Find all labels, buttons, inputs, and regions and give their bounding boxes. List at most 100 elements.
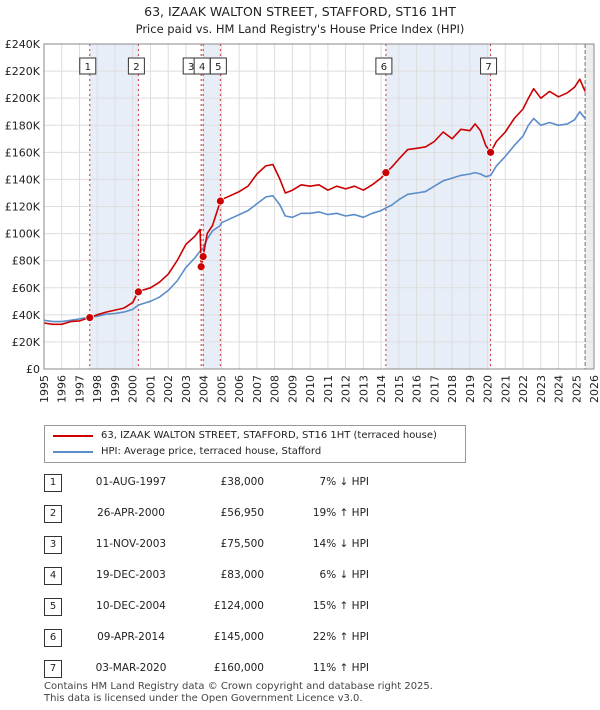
transaction-number: 1 [44, 474, 62, 492]
footer-licence: This data is licensed under the Open Gov… [44, 693, 363, 704]
x-tick-label: 2025 [570, 375, 583, 403]
transaction-label-number: 1 [85, 62, 91, 73]
x-tick-label: 2015 [393, 375, 406, 403]
y-tick-label: £200K [5, 92, 41, 105]
transaction-price: £56,950 [220, 507, 264, 519]
transaction-date: 10-DEC-2004 [96, 600, 166, 612]
x-tick-label: 2009 [286, 375, 299, 403]
transaction-point [196, 262, 206, 272]
transaction-number: 5 [44, 598, 62, 616]
chart-subtitle: Price paid vs. HM Land Registry's House … [135, 22, 465, 36]
x-tick-label: 2013 [357, 375, 370, 403]
plot-frame [43, 43, 595, 370]
x-tick-label: 2018 [446, 375, 459, 403]
y-tick-label: £180K [5, 119, 41, 132]
table-row: 6 09-APR-2014 £145,000 22% ↑ HPI [44, 629, 424, 649]
series-line-hpi [43, 110, 586, 323]
transaction-label-box [209, 57, 227, 75]
y-tick-label: £100K [5, 228, 41, 241]
transaction-hpi-diff: 14% ↓ HPI [312, 538, 369, 550]
y-tick-label: £220K [5, 65, 41, 78]
y-tick-label: £120K [5, 201, 41, 214]
transaction-point [215, 196, 225, 206]
table-row: 7 03-MAR-2020 £160,000 11% ↑ HPI [44, 660, 424, 680]
transaction-date: 11-NOV-2003 [95, 538, 167, 550]
x-tick-label: 2022 [517, 375, 530, 403]
x-tick-label: 2002 [162, 375, 175, 403]
transaction-hpi-diff: 22% ↑ HPI [312, 631, 369, 643]
transaction-label-number: 3 [188, 62, 194, 73]
table-row: 2 26-APR-2000 £56,950 19% ↑ HPI [44, 505, 424, 525]
legend-swatch-hpi [53, 451, 93, 453]
transaction-price: £83,000 [220, 569, 264, 581]
transaction-price: £145,000 [213, 631, 264, 643]
y-tick-label: £240K [5, 38, 41, 51]
y-tick-label: £0 [26, 363, 40, 376]
x-tick-label: 2003 [180, 375, 193, 403]
y-tick-label: £80K [12, 255, 41, 268]
transaction-label-number: 5 [215, 62, 221, 73]
transaction-label-number: 7 [485, 62, 491, 73]
transaction-date: 09-APR-2014 [97, 631, 165, 643]
transaction-date: 19-DEC-2003 [96, 569, 166, 581]
transaction-label-number: 2 [133, 62, 139, 73]
x-tick-label: 1996 [56, 375, 69, 403]
table-row: 3 11-NOV-2003 £75,500 14% ↓ HPI [44, 536, 424, 556]
transaction-hpi-diff: 11% ↑ HPI [312, 662, 369, 674]
table-row: 5 10-DEC-2004 £124,000 15% ↑ HPI [44, 598, 424, 618]
transaction-hpi-diff: 19% ↑ HPI [312, 507, 369, 519]
footer-copyright: Contains HM Land Registry data © Crown c… [44, 681, 433, 692]
x-tick-label: 2001 [144, 375, 157, 403]
x-tick-label: 2008 [269, 375, 282, 403]
x-tick-label: 1998 [91, 375, 104, 403]
chart-title: 63, IZAAK WALTON STREET, STAFFORD, ST16 … [144, 4, 456, 19]
transaction-label-number: 4 [199, 62, 205, 73]
x-tick-label: 2011 [322, 375, 335, 403]
x-tick-label: 2014 [375, 375, 388, 403]
transaction-number: 3 [44, 536, 62, 554]
transaction-point [381, 168, 391, 178]
x-tick-label: 2010 [304, 375, 317, 403]
transaction-price: £38,000 [220, 476, 264, 488]
x-tick-label: 2012 [340, 375, 353, 403]
transaction-date: 01-AUG-1997 [95, 476, 167, 488]
x-tick-label: 2026 [588, 375, 600, 403]
transaction-date: 03-MAR-2020 [95, 662, 167, 674]
transaction-label-box [127, 57, 145, 75]
x-tick-label: 2016 [411, 375, 424, 403]
y-tick-label: £140K [5, 173, 41, 186]
x-tick-label: 2006 [233, 375, 246, 403]
x-tick-label: 2004 [198, 375, 211, 403]
transaction-label-box [480, 57, 498, 75]
transaction-number: 2 [44, 505, 62, 523]
transaction-label-box [79, 57, 97, 75]
legend-label-hpi: HPI: Average price, terraced house, Staf… [101, 446, 322, 457]
y-tick-label: £40K [12, 309, 41, 322]
x-tick-label: 2007 [251, 375, 264, 403]
x-tick-label: 1997 [73, 375, 86, 403]
x-tick-label: 2021 [499, 375, 512, 403]
x-tick-label: 2019 [464, 375, 477, 403]
table-row: 1 01-AUG-1997 £38,000 7% ↓ HPI [44, 474, 424, 494]
transaction-label-box [375, 57, 393, 75]
transaction-number: 6 [44, 629, 62, 647]
x-tick-label: 1999 [109, 375, 122, 403]
transaction-price: £124,000 [213, 600, 264, 612]
transaction-label-number: 6 [381, 62, 387, 73]
legend-label-property: 63, IZAAK WALTON STREET, STAFFORD, ST16 … [101, 430, 437, 441]
transaction-hpi-diff: 6% ↓ HPI [319, 569, 369, 581]
y-tick-label: £20K [12, 336, 41, 349]
transaction-number: 4 [44, 567, 62, 585]
price-chart: £0 £20K £40K £60K £80K £100K £120K £140K £160K £1… [5, 38, 600, 403]
x-tick-label: 2000 [127, 375, 140, 403]
x-tick-label: 1995 [38, 375, 51, 403]
transaction-price: £160,000 [213, 662, 264, 674]
transaction-hpi-diff: 7% ↓ HPI [319, 476, 369, 488]
transaction-number: 7 [44, 660, 62, 678]
transaction-point [198, 252, 208, 262]
transaction-point [133, 287, 143, 297]
x-tick-label: 2020 [482, 375, 495, 403]
x-tick-label: 2005 [215, 375, 228, 403]
y-tick-label: £60K [12, 282, 41, 295]
table-row: 4 19-DEC-2003 £83,000 6% ↓ HPI [44, 567, 424, 587]
